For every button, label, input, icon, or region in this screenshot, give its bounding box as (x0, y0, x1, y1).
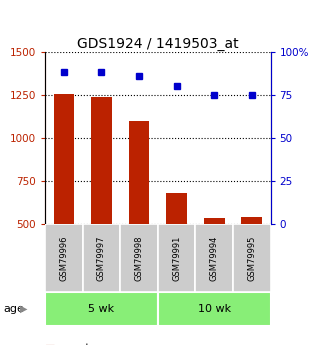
Bar (204, 218, 225, 224)
Text: GSM79997: GSM79997 (97, 235, 106, 280)
Bar (233, 224, 271, 292)
Text: 5 wk: 5 wk (88, 304, 114, 314)
Bar (83, 224, 120, 292)
Text: ■: ■ (45, 344, 56, 345)
Bar (166, 193, 187, 224)
Title: GDS1924 / 1419503_at: GDS1924 / 1419503_at (77, 37, 239, 51)
Text: GSM79998: GSM79998 (135, 235, 144, 280)
Text: GSM79991: GSM79991 (172, 235, 181, 280)
Bar (158, 224, 195, 292)
Bar (53, 94, 74, 224)
Text: GSM79995: GSM79995 (247, 235, 256, 280)
Text: GSM79994: GSM79994 (210, 235, 219, 280)
Text: GSM79996: GSM79996 (59, 235, 68, 280)
Text: count: count (61, 344, 90, 345)
Bar (45, 292, 158, 326)
Text: age: age (3, 304, 24, 314)
Bar (120, 224, 158, 292)
Text: ▶: ▶ (20, 304, 27, 314)
Bar (158, 292, 271, 326)
Bar (129, 121, 149, 224)
Bar (91, 97, 112, 224)
Text: 10 wk: 10 wk (197, 304, 231, 314)
Bar (195, 224, 233, 292)
Bar (45, 224, 83, 292)
Bar (241, 217, 262, 224)
